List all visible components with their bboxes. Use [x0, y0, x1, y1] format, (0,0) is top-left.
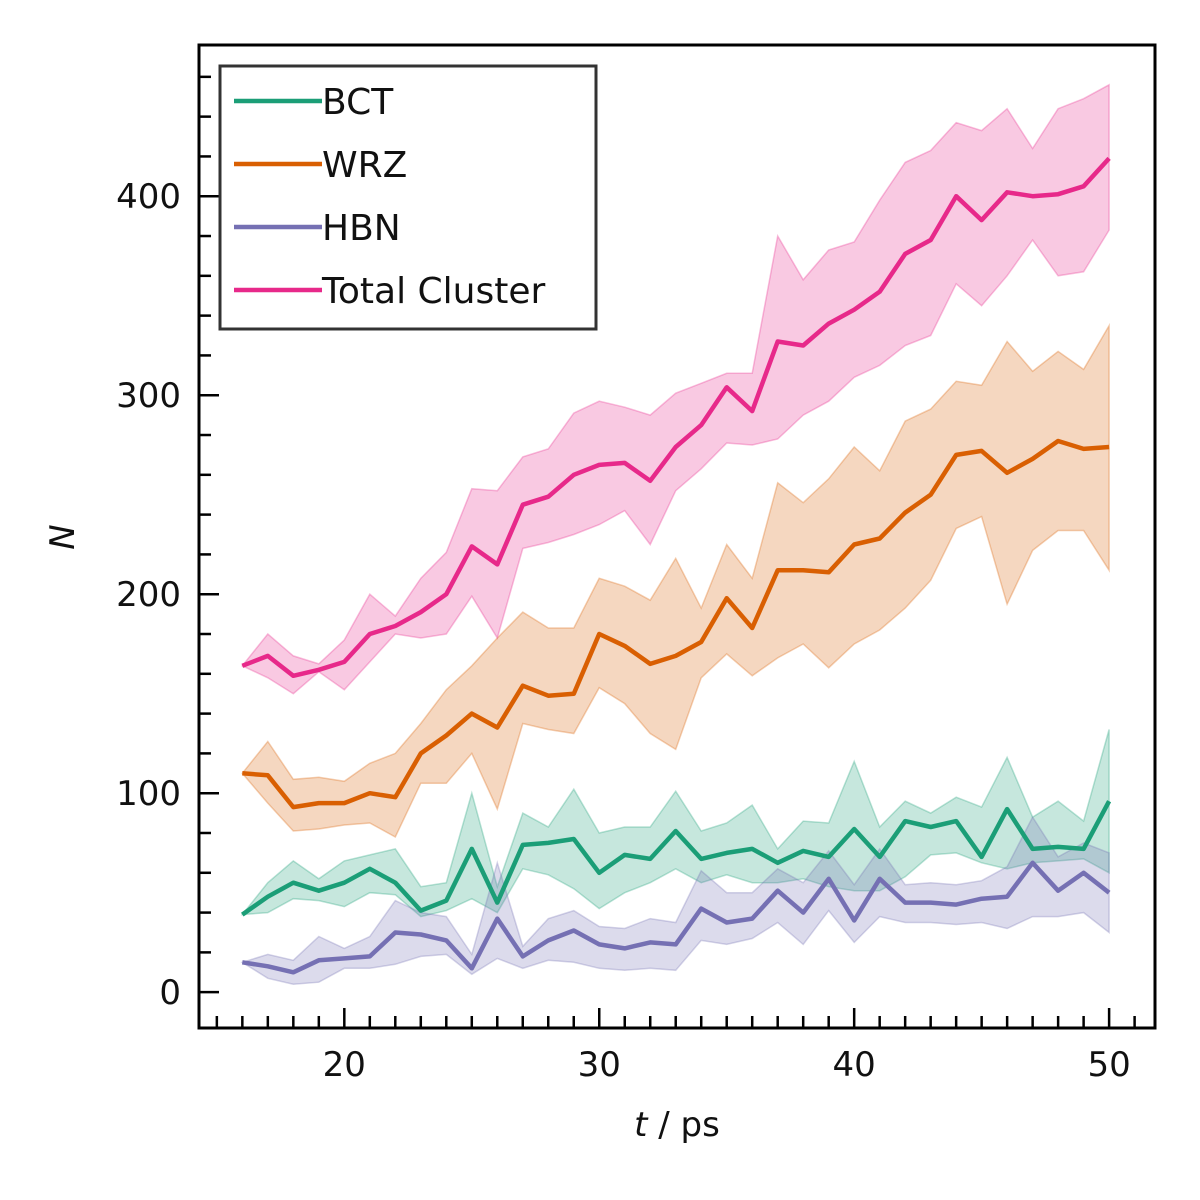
series-line-bct [241, 800, 1112, 917]
y-tick-label: 300 [116, 376, 181, 416]
y-ticks: 0 100 200 300 400 [116, 75, 219, 1013]
lines-layer [241, 156, 1112, 975]
x-tick-label: 20 [323, 1045, 366, 1085]
legend-box [218, 64, 598, 331]
plot-frame [197, 43, 1157, 1030]
x-ticks: 20 30 40 50 [215, 1008, 1136, 1085]
x-tick-label: 30 [578, 1045, 621, 1085]
band-total-cluster [241, 83, 1110, 695]
y-axis-label: N [43, 524, 83, 549]
x-axis-label: t / ps [634, 1105, 720, 1145]
legend-label: Total Cluster [321, 271, 545, 312]
legend: BCT WRZ HBN Total Cluster [218, 64, 598, 331]
y-tick-label: 100 [116, 774, 181, 814]
legend-label: BCT [322, 82, 394, 123]
y-tick-label: 200 [116, 575, 181, 615]
legend-label: WRZ [322, 145, 407, 186]
x-tick-label: 50 [1087, 1045, 1130, 1085]
y-tick-label: 0 [159, 973, 181, 1013]
legend-label: HBN [322, 208, 401, 249]
x-tick-label: 40 [833, 1045, 876, 1085]
series-line-total-cluster [241, 156, 1111, 679]
series-line-wrz [242, 438, 1110, 810]
series-line-hbn [241, 860, 1111, 975]
y-tick-label: 400 [116, 177, 181, 217]
